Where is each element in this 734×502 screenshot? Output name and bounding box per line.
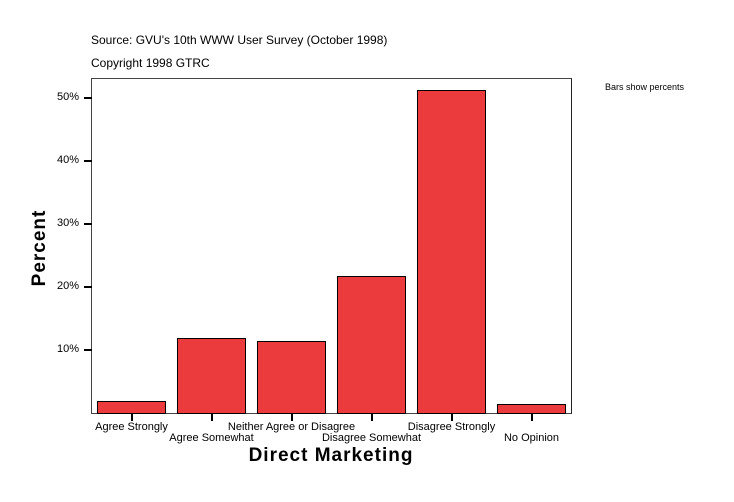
x-tick-label: Agree Strongly xyxy=(95,421,168,433)
x-tick xyxy=(370,414,373,421)
x-tick-label: Disagree Somewhat xyxy=(321,432,422,444)
x-tick xyxy=(290,414,293,421)
bar-disagree-strongly xyxy=(417,89,486,414)
bar-disagree-somewhat xyxy=(337,275,406,414)
y-axis-title: Percent xyxy=(29,209,50,287)
y-tick-label: 10% xyxy=(56,343,79,355)
y-tick xyxy=(84,286,92,288)
x-tick-label: Agree Somewhat xyxy=(169,432,254,444)
bar-no-opinion xyxy=(497,404,566,414)
x-axis-title: Direct Marketing xyxy=(248,445,414,466)
bar-agree-somewhat xyxy=(177,338,246,414)
bar-agree-strongly xyxy=(97,401,166,414)
x-tick-label: Neither Agree or Disagree xyxy=(227,421,356,433)
plot-frame xyxy=(91,78,572,414)
y-tick xyxy=(84,349,92,351)
bar-neither-agree-or-disagree xyxy=(257,341,326,414)
y-tick-label: 20% xyxy=(56,280,79,292)
source-caption: Source: GVU's 10th WWW User Survey (Octo… xyxy=(91,33,388,47)
x-tick xyxy=(530,414,533,421)
y-tick xyxy=(84,160,92,162)
y-tick xyxy=(84,223,92,225)
y-tick-label: 30% xyxy=(56,217,79,229)
y-tick-label: 50% xyxy=(56,91,79,103)
y-tick-label: 40% xyxy=(56,154,79,166)
x-tick xyxy=(210,414,213,421)
x-tick xyxy=(450,414,453,421)
x-tick-label: Disagree Strongly xyxy=(407,421,496,433)
copyright-caption: Copyright 1998 GTRC xyxy=(91,56,210,70)
y-tick xyxy=(84,97,92,99)
x-tick-label: No Opinion xyxy=(503,432,560,444)
x-tick xyxy=(130,414,133,421)
bars-note: Bars show percents xyxy=(605,82,685,92)
